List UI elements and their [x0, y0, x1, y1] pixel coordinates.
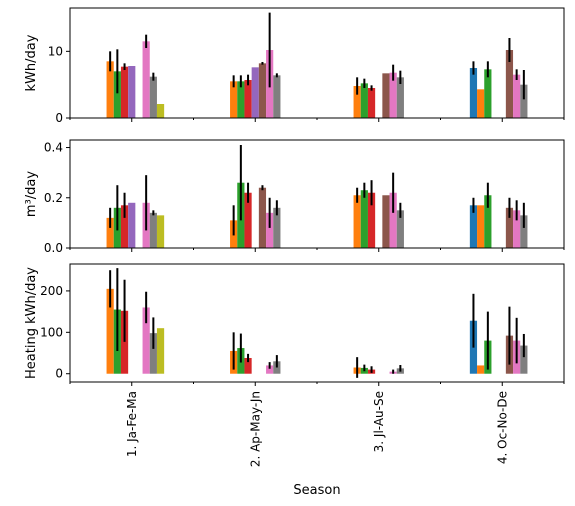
bar	[128, 66, 136, 118]
panel-water: 0.0 0.2 0.4 m³/day	[24, 139, 565, 255]
bar	[353, 86, 361, 118]
bar	[469, 205, 478, 248]
bar	[273, 207, 281, 248]
bar	[142, 307, 150, 374]
bar	[389, 72, 397, 118]
bar	[142, 41, 150, 118]
bar	[367, 88, 376, 118]
bar	[156, 328, 165, 374]
bar	[230, 81, 238, 118]
y-tick-label: 10	[48, 44, 63, 58]
bar	[389, 192, 397, 248]
bar	[520, 84, 528, 118]
bar	[106, 288, 114, 374]
x-tick-label: 2. Ap-May-Jn	[248, 391, 262, 467]
y-tick-label: 0.4	[44, 141, 63, 155]
y-tick-label: 0.2	[44, 191, 63, 205]
y-axis-label: Heating kWh/day	[24, 267, 39, 379]
bar	[237, 81, 245, 118]
bar	[266, 212, 274, 248]
bar	[353, 195, 361, 248]
panel-energy: 0 10 kWh/day	[24, 7, 565, 125]
bar	[520, 215, 528, 248]
bar	[360, 190, 368, 248]
bar	[477, 89, 485, 118]
x-tick-label: 4. Oc-No-De	[495, 391, 509, 464]
y-tick-label: 0	[55, 111, 63, 125]
bar	[149, 76, 157, 118]
bar	[505, 50, 514, 118]
bar	[382, 195, 390, 248]
bar	[396, 210, 404, 248]
bar	[266, 365, 274, 374]
bar	[244, 80, 252, 118]
bar	[149, 333, 157, 374]
bar	[120, 310, 129, 374]
y-tick-label: 0	[55, 367, 63, 381]
bar	[477, 205, 485, 248]
bar	[258, 187, 267, 248]
x-tick-labels: 1. Ja-Fe-Ma 2. Ap-May-Jn 3. Jl-Au-Se 4. Oc-…	[125, 391, 510, 467]
bar	[484, 195, 492, 248]
x-tick-label: 3. Jl-Au-Se	[372, 391, 386, 452]
bar	[382, 73, 390, 118]
bar	[113, 71, 121, 118]
bar	[520, 345, 528, 374]
bar	[120, 205, 129, 248]
bar	[360, 83, 368, 118]
x-tick-label: 1. Ja-Fe-Ma	[125, 391, 139, 457]
bar	[106, 217, 114, 248]
y-tick-label: 0.0	[44, 241, 63, 255]
bar	[258, 63, 267, 118]
bar	[128, 202, 136, 248]
bar	[156, 104, 165, 118]
bar	[513, 74, 521, 118]
bar	[106, 61, 114, 118]
bar	[477, 365, 485, 374]
bar	[251, 67, 259, 118]
bar	[505, 207, 514, 248]
bar	[396, 77, 404, 118]
bar	[484, 69, 492, 118]
bar	[273, 75, 281, 118]
bar	[367, 192, 376, 248]
y-axis-label: m³/day	[24, 171, 39, 217]
bar	[149, 212, 157, 248]
y-axis-label: kWh/day	[24, 34, 39, 91]
x-axis-label: Season	[293, 483, 340, 498]
bar	[156, 215, 165, 248]
bar	[244, 357, 252, 374]
bar	[244, 192, 252, 248]
bar	[469, 68, 478, 118]
y-tick-label: 100	[40, 325, 63, 339]
y-tick-label: 200	[40, 284, 63, 298]
bar	[120, 66, 129, 118]
bar	[513, 210, 521, 248]
